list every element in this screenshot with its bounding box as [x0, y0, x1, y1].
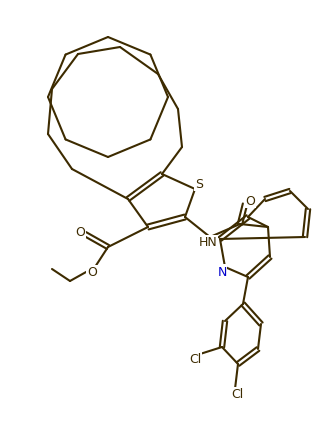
Text: O: O	[75, 226, 85, 239]
Text: HN: HN	[199, 236, 217, 249]
Text: Cl: Cl	[189, 353, 201, 366]
Text: S: S	[195, 178, 203, 191]
Text: Cl: Cl	[231, 388, 243, 401]
Text: O: O	[245, 195, 255, 208]
Text: N: N	[217, 265, 227, 278]
Text: O: O	[87, 266, 97, 279]
